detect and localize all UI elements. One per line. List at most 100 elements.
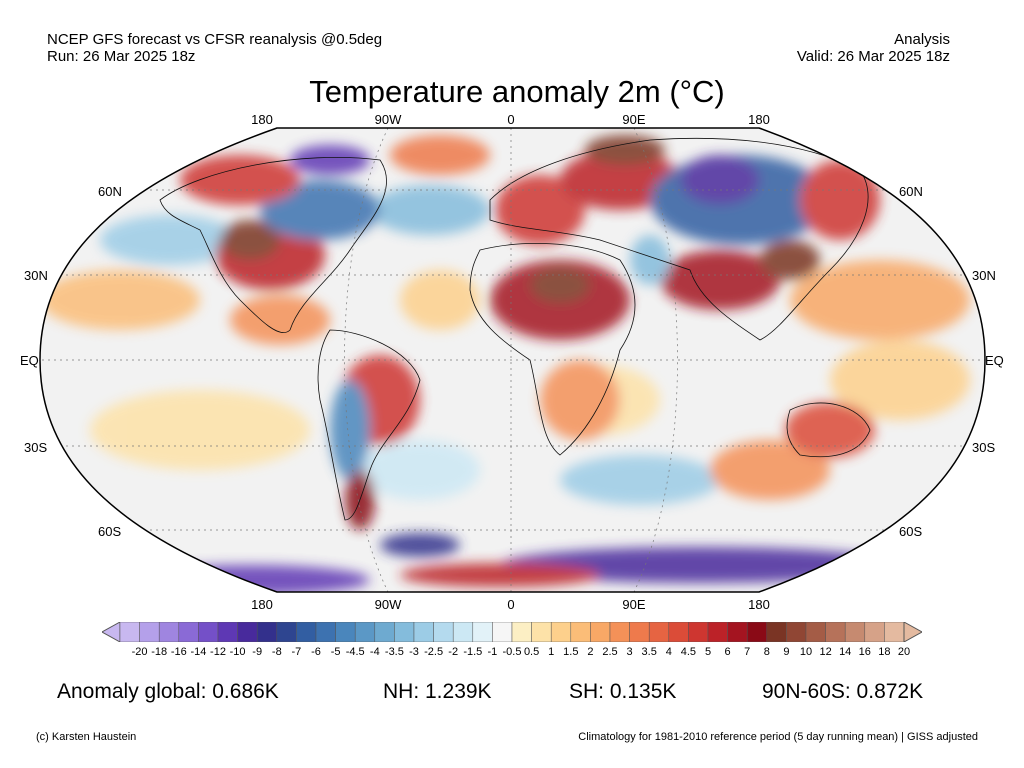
colorbar-cell <box>550 622 572 642</box>
colorbar-cell <box>178 622 199 642</box>
colorbar-cell <box>335 622 356 642</box>
credit: (c) Karsten Haustein <box>36 731 137 743</box>
stat-global: Anomaly global: 0.686K <box>57 680 279 703</box>
colorbar-tick-label: 1.5 <box>563 646 579 658</box>
colorbar-cell <box>570 622 591 642</box>
colorbar-cell <box>825 622 846 642</box>
lon-label-top-180e: 180 <box>748 112 770 127</box>
lat-label-left-30s: 30S <box>24 440 48 455</box>
colorbar-cell <box>237 622 258 642</box>
colorbar-cell <box>256 622 278 642</box>
lat-label-right-60s: 60S <box>899 524 923 539</box>
lon-label-top-180w: 180 <box>251 112 273 127</box>
colorbar-cell <box>315 622 336 642</box>
lon-label-top-90e: 90E <box>622 112 646 127</box>
colorbar-tick-label: 0.5 <box>523 646 540 658</box>
colorbar-cell <box>805 622 826 642</box>
colorbar-tick-label: -3 <box>409 646 419 658</box>
colorbar-tick-label: 1 <box>548 646 555 658</box>
colorbar-min-triangle <box>102 622 121 642</box>
colorbar-max-triangle <box>903 622 922 642</box>
colorbar-cell <box>727 622 748 642</box>
colorbar-tick-label: 12 <box>819 646 832 658</box>
reference-note: Climatology for 1981-2010 reference peri… <box>578 731 978 743</box>
colorbar-tick-label: 2.5 <box>602 646 618 658</box>
colorbar-cell <box>688 622 709 642</box>
colorbar-cell <box>374 622 395 642</box>
colorbar-tick-label: -18 <box>151 646 168 658</box>
colorbar-tick-label: -2 <box>448 646 459 658</box>
colorbar-tick-label: 18 <box>878 646 891 658</box>
colorbar-cell <box>296 622 317 642</box>
colorbar-cell <box>158 622 180 642</box>
colorbar-cell <box>590 622 611 642</box>
lon-label-bottom-90e: 90E <box>622 597 646 612</box>
colorbar-cell <box>746 622 768 642</box>
lon-label-bottom-180e: 180 <box>748 597 770 612</box>
colorbar-tick-label: -20 <box>131 646 148 658</box>
colorbar-tick-label: -12 <box>210 646 226 658</box>
colorbar-cell <box>766 622 787 642</box>
colorbar-cell <box>452 622 474 642</box>
colorbar-cell <box>707 622 728 642</box>
stat-nh: NH: 1.239K <box>383 680 492 703</box>
colorbar-tick-label: -4.5 <box>345 646 365 658</box>
colorbar-cell <box>276 622 297 642</box>
lon-label-top-90w: 90W <box>374 112 402 127</box>
colorbar-cell <box>394 622 415 642</box>
lat-label-left-eq: EQ <box>20 353 39 368</box>
coastlines <box>159 137 871 521</box>
model-description: NCEP GFS forecast vs CFSR reanalysis @0.… <box>47 31 383 48</box>
lat-label-right-30n: 30N <box>972 268 996 283</box>
stat-arctic: 90N-60S: 0.872K <box>762 680 924 703</box>
colorbar-cell <box>354 622 376 642</box>
lon-label-bottom-90w: 90W <box>374 597 402 612</box>
lat-label-left-30n: 30N <box>24 268 48 283</box>
colorbar-cell <box>609 622 630 642</box>
colorbar-tick-label: 4.5 <box>680 646 697 658</box>
colorbar-tick-label: 3.5 <box>641 646 657 658</box>
colorbar-cell <box>844 622 866 642</box>
colorbar-tick-label: 7 <box>744 646 751 658</box>
lat-label-right-eq: EQ <box>985 353 1004 368</box>
colorbar-cell <box>884 622 905 642</box>
colorbar-cell <box>198 622 219 642</box>
colorbar-tick-label: -3.5 <box>384 646 404 658</box>
colorbar-tick-label: 14 <box>839 646 852 658</box>
valid-time: Valid: 26 Mar 2025 18z <box>796 48 950 65</box>
colorbar-tick-label: -7 <box>291 646 302 658</box>
colorbar-tick-label: -8 <box>271 646 282 658</box>
colorbar-tick-label: 10 <box>799 646 813 658</box>
lon-label-top-0: 0 <box>507 112 515 127</box>
lat-label-left-60n: 60N <box>98 184 122 199</box>
colorbar-cell <box>413 622 434 642</box>
colorbar <box>102 622 922 642</box>
colorbar-cell <box>531 622 552 642</box>
colorbar-tick-label: -6 <box>311 646 321 658</box>
colorbar-cell <box>629 622 650 642</box>
colorbar-tick-label: -10 <box>229 646 246 658</box>
run-time: Run: 26 Mar 2025 18z <box>47 48 196 65</box>
colorbar-cell <box>433 622 454 642</box>
colorbar-cell <box>119 622 140 642</box>
colorbar-cell <box>217 622 238 642</box>
colorbar-cell <box>668 622 689 642</box>
colorbar-tick-label: 16 <box>858 646 871 658</box>
colorbar-cell <box>648 622 670 642</box>
lon-label-bottom-0: 0 <box>507 597 515 612</box>
colorbar-tick-label: 20 <box>897 646 911 658</box>
colorbar-cell <box>864 622 885 642</box>
colorbar-tick-label: 2 <box>587 646 594 658</box>
colorbar-tick-label: -2.5 <box>424 646 444 658</box>
colorbar-cell <box>139 622 160 642</box>
colorbar-tick-label: -1 <box>487 646 498 658</box>
colorbar-tick-label: 6 <box>724 646 731 658</box>
lon-label-bottom-180w: 180 <box>251 597 273 612</box>
map-title: Temperature anomaly 2m (°C) <box>309 74 725 109</box>
colorbar-tick-label: 8 <box>763 646 770 658</box>
colorbar-tick-label: -1.5 <box>463 646 483 658</box>
colorbar-tick-label: -14 <box>190 646 207 658</box>
analysis-label: Analysis <box>894 31 950 48</box>
colorbar-cell <box>511 622 532 642</box>
